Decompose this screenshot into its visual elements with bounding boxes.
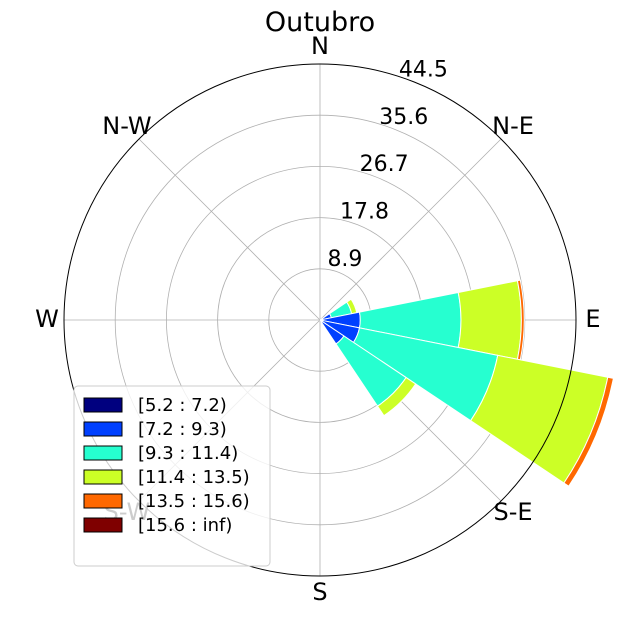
direction-label-n-w: N-W	[102, 112, 151, 140]
legend-label-3: [11.4 : 13.5)	[138, 467, 250, 488]
legend: [5.2 : 7.2) [7.2 : 9.3) [9.3 : 11.4) [11.4 …	[73, 385, 271, 567]
radial-tick-label-3: 35.6	[379, 105, 428, 130]
direction-label-n: N	[311, 32, 329, 60]
wind-bars	[319, 279, 614, 487]
chart-title: Outubro	[265, 7, 375, 38]
legend-swatch-3	[83, 469, 123, 485]
legend-swatch-0	[83, 397, 123, 413]
direction-label-e: E	[585, 305, 600, 333]
radial-tick-label-0: 8.9	[327, 247, 362, 272]
grid-spoke-1	[319, 138, 502, 321]
grid-spoke-7	[138, 138, 321, 321]
direction-label-w: W	[35, 305, 59, 333]
legend-swatch-5	[83, 517, 123, 533]
radial-tick-labels: 8.9 17.8 26.7 35.6 44.5	[327, 58, 447, 272]
legend-label-4: [13.5 : 15.6)	[138, 491, 250, 512]
legend-label-2: [9.3 : 11.4)	[138, 443, 238, 464]
legend-label-1: [7.2 : 9.3)	[138, 419, 227, 440]
direction-label-s-e: S-E	[494, 498, 533, 526]
polar-frame	[63, 63, 577, 577]
legend-swatch-2	[83, 445, 123, 461]
direction-label-s: S	[312, 578, 327, 606]
direction-label-n-e: N-E	[492, 112, 534, 140]
outer-circle	[63, 63, 577, 577]
legend-swatch-1	[83, 421, 123, 437]
legend-box	[73, 385, 271, 567]
legend-label-5: [15.6 : inf)	[138, 515, 232, 536]
radial-tick-label-4: 44.5	[399, 58, 448, 83]
radial-tick-label-2: 26.7	[360, 152, 409, 177]
legend-label-0: [5.2 : 7.2)	[138, 395, 227, 416]
wedge-3-3	[376, 376, 417, 417]
legend-swatch-4	[83, 493, 123, 509]
wedge-2-4	[563, 376, 614, 487]
wedge-1-3	[457, 280, 522, 360]
radial-tick-label-1: 17.8	[340, 199, 389, 224]
